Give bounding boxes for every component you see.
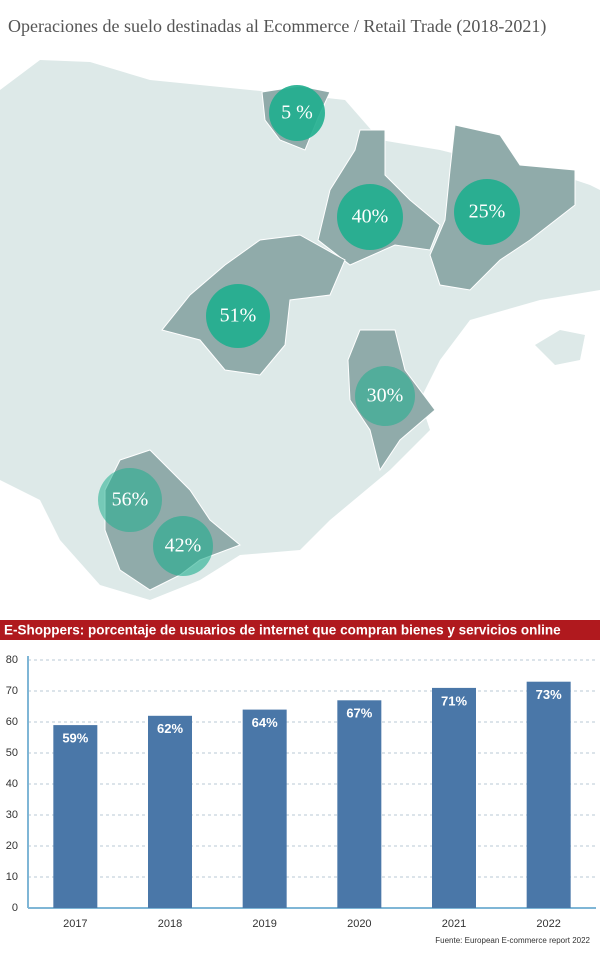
- bubble-label: 5 %: [281, 102, 313, 124]
- x-tick-label: 2020: [347, 918, 371, 930]
- bubble: [337, 184, 403, 250]
- y-tick-label: 30: [6, 809, 18, 821]
- chart-header: [0, 620, 600, 640]
- bubble-label: 42%: [165, 535, 202, 557]
- x-tick-label: 2017: [63, 918, 87, 930]
- value-label: 73%: [536, 687, 562, 702]
- y-tick-label: 0: [12, 902, 18, 914]
- y-tick-label: 50: [6, 747, 18, 759]
- bubble-label: 56%: [112, 489, 149, 511]
- map-base: [0, 60, 600, 600]
- bubble: [355, 366, 415, 426]
- chart-title: E-Shoppers: porcentaje de usuarios de in…: [4, 623, 561, 638]
- x-tick-label: 2018: [158, 918, 182, 930]
- value-label: 64%: [252, 715, 278, 730]
- source: Fuente: European E-commerce report 2022: [435, 936, 590, 945]
- bar: [148, 715, 192, 908]
- x-tick-label: 2019: [252, 918, 276, 930]
- bubble: [206, 284, 270, 348]
- value-label: 67%: [346, 706, 372, 721]
- map-title: Operaciones de suelo destinadas al Ecomm…: [8, 16, 546, 37]
- value-label: 59%: [62, 731, 88, 746]
- bubble: [454, 179, 520, 245]
- bar: [337, 700, 382, 908]
- bar: [242, 709, 287, 908]
- y-tick-label: 40: [6, 778, 18, 790]
- bar: [432, 687, 476, 908]
- bubble-label: 30%: [367, 385, 404, 407]
- value-label: 71%: [441, 693, 467, 708]
- x-tick-label: 2022: [536, 918, 560, 930]
- bar: [53, 725, 98, 908]
- island: [535, 330, 585, 365]
- y-tick-label: 70: [6, 685, 18, 697]
- bar: [526, 681, 571, 908]
- bubble: [153, 516, 213, 576]
- bubble: [98, 468, 162, 532]
- bubble: [269, 85, 325, 141]
- y-tick-label: 20: [6, 840, 18, 852]
- y-tick-label: 80: [6, 654, 18, 666]
- y-tick-label: 10: [6, 871, 18, 883]
- x-tick-label: 2021: [442, 918, 466, 930]
- value-label: 62%: [157, 721, 183, 736]
- bubble-label: 40%: [352, 206, 389, 228]
- y-tick-label: 60: [6, 716, 18, 728]
- bubble-label: 25%: [469, 201, 506, 223]
- bubble-label: 51%: [220, 305, 257, 327]
